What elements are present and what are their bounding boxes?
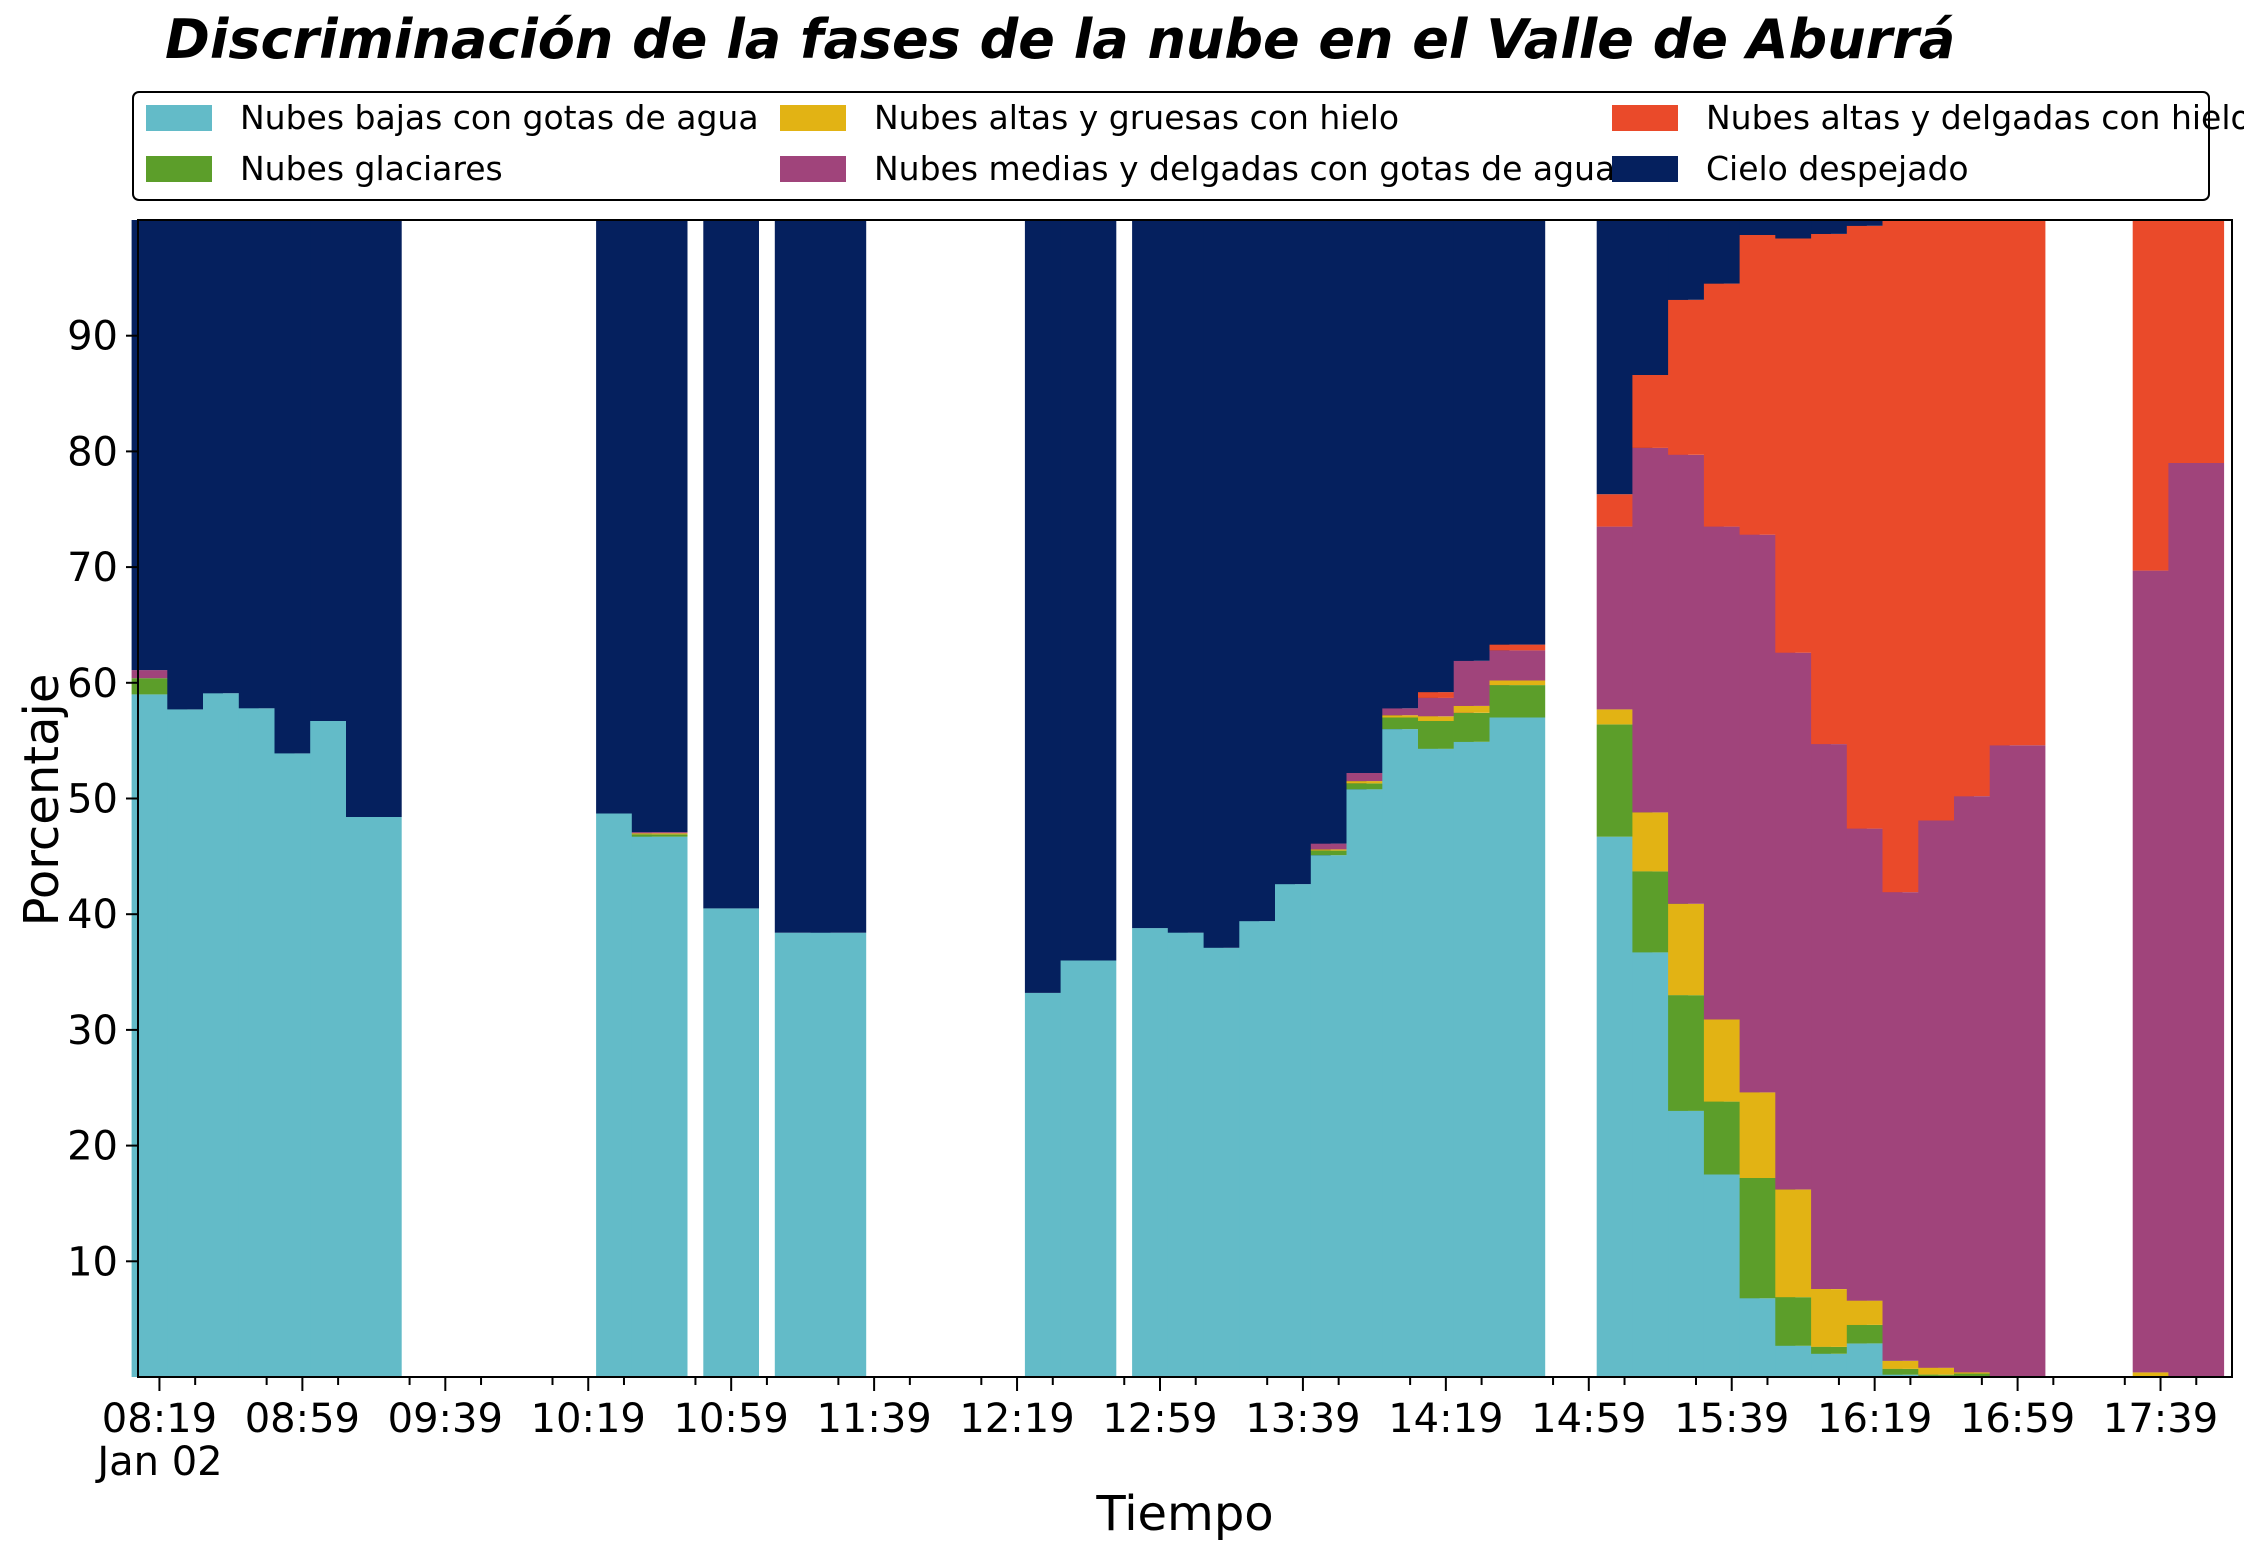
bar-glaciares-1649 xyxy=(1954,1373,2010,1377)
y-tick-label-30: 30 xyxy=(67,1008,118,1054)
y-tick-label-40: 40 xyxy=(67,892,118,938)
legend-swatch-despejado xyxy=(1612,156,1678,182)
bar-altas_gruesas-1349 xyxy=(1310,849,1367,851)
bar-glaciares-1409 xyxy=(1382,717,1438,730)
x-tick-label-1019: 10:19 xyxy=(531,1396,646,1442)
y-tick-label-70: 70 xyxy=(67,545,118,591)
legend-swatch-glaciares xyxy=(146,156,212,182)
bar-medias-0819 xyxy=(131,670,188,679)
x-tick-label-1219: 12:19 xyxy=(959,1396,1074,1442)
bar-altas_gruesas-1439 xyxy=(1489,680,1546,686)
bar-despejado-1439 xyxy=(1489,220,1546,645)
x-axis-label: Tiempo xyxy=(1095,1486,1273,1542)
x-tick-label-1539: 15:39 xyxy=(1674,1396,1789,1442)
bar-medias-1409 xyxy=(1382,708,1438,716)
x-tick-label-1659: 16:59 xyxy=(1960,1396,2075,1442)
bar-altas_gruesas-1359 xyxy=(1346,781,1403,784)
legend: Nubes bajas con gotas de agua Nubes altas… xyxy=(132,91,2244,201)
y-tick-label-80: 80 xyxy=(67,429,118,475)
bar-bajas-1059 xyxy=(703,908,759,1377)
bar-altas_delgadas-1439 xyxy=(1489,644,1546,651)
x-tick-label-1739: 17:39 xyxy=(2103,1396,2218,1442)
bar-glaciares-1359 xyxy=(1346,783,1403,790)
x-date-label: Jan 02 xyxy=(94,1439,222,1485)
legend-label-despejado: Cielo despejado xyxy=(1706,149,1969,188)
x-tick-label-1339: 13:39 xyxy=(1245,1396,1360,1442)
bar-altas_delgadas-1419 xyxy=(1418,692,1474,698)
bar-medias-1439 xyxy=(1489,650,1546,681)
bar-bajas-1239 xyxy=(1060,960,1117,1377)
bar-altas_gruesas-1039 xyxy=(631,833,688,835)
bar-glaciares-1039 xyxy=(631,834,688,837)
legend-label-altas_delgadas: Nubes altas y delgadas con hielo xyxy=(1706,98,2244,137)
x-tick-label-0859: 08:59 xyxy=(245,1396,360,1442)
bar-medias-1039 xyxy=(631,832,688,834)
y-tick-label-10: 10 xyxy=(67,1239,118,1285)
bar-bajas-1129 xyxy=(810,932,867,1377)
bar-altas_gruesas-1409 xyxy=(1382,715,1438,718)
bar-glaciares-1609 xyxy=(1811,1346,1867,1354)
bar-despejado-1619 xyxy=(1846,220,1903,226)
legend-frame xyxy=(132,91,2210,201)
bar-bajas-1629 xyxy=(1882,1374,1939,1377)
bar-medias-1359 xyxy=(1346,773,1403,782)
x-axis: 08:19 08:59 09:39 10:19 10:59 11:39 12:19 12:59… xyxy=(102,1377,2218,1442)
x-tick-label-1259: 12:59 xyxy=(1102,1396,1217,1442)
legend-swatch-medias xyxy=(780,156,846,182)
legend-swatch-altas_delgadas xyxy=(1612,105,1678,131)
bar-altas_gruesas-1419 xyxy=(1418,716,1474,721)
y-axis-label: Porcentaje xyxy=(14,674,70,927)
legend-label-glaciares: Nubes glaciares xyxy=(240,149,503,188)
legend-label-altas_gruesas: Nubes altas y gruesas con hielo xyxy=(874,98,1399,137)
bar-bajas-1039 xyxy=(631,836,688,1377)
bar-altas_delgadas-1659 xyxy=(1989,220,2046,746)
bar-bajas-0919 xyxy=(346,817,402,1377)
bar-medias-1659 xyxy=(1989,745,2046,1377)
y-axis: 10 20 30 40 50 60 70 80 90 xyxy=(67,314,138,1285)
x-tick-label-1059: 10:59 xyxy=(674,1396,789,1442)
y-tick-label-60: 60 xyxy=(67,661,118,707)
bar-altas_gruesas-1629 xyxy=(1882,1360,1939,1369)
y-tick-label-90: 90 xyxy=(67,314,118,360)
legend-label-medias: Nubes medias y delgadas con gotas de agu… xyxy=(874,149,1615,188)
legend-label-bajas: Nubes bajas con gotas de agua xyxy=(240,98,759,137)
bar-glaciares-1639 xyxy=(1918,1374,1974,1376)
bar-despejado-1039 xyxy=(631,220,688,833)
bar-altas_gruesas-1639 xyxy=(1918,1367,1974,1375)
bars-group xyxy=(131,220,2225,1377)
x-tick-label-1619: 16:19 xyxy=(1817,1396,1932,1442)
bar-bajas-1439 xyxy=(1489,717,1546,1377)
bar-altas_delgadas-1749 xyxy=(2168,220,2225,463)
bar-altas_gruesas-1739 xyxy=(2132,1372,2189,1377)
bar-despejado-0919 xyxy=(346,220,402,817)
legend-swatch-bajas xyxy=(146,105,212,131)
bar-glaciares-1439 xyxy=(1489,685,1546,718)
y-tick-label-20: 20 xyxy=(67,1124,118,1170)
bar-altas_gruesas-1649 xyxy=(1954,1372,2010,1374)
x-tick-label-1419: 14:19 xyxy=(1388,1396,1503,1442)
bar-glaciares-1349 xyxy=(1310,850,1367,856)
bar-altas_gruesas-1429 xyxy=(1453,705,1510,713)
bar-despejado-1059 xyxy=(703,220,759,909)
bar-despejado-1239 xyxy=(1060,220,1117,961)
bar-medias-1349 xyxy=(1310,843,1367,850)
x-tick-label-0939: 09:39 xyxy=(388,1396,503,1442)
y-tick-label-50: 50 xyxy=(67,777,118,823)
bar-despejado-1129 xyxy=(810,220,867,933)
x-tick-label-0819: 08:19 xyxy=(102,1396,217,1442)
chart-title: Discriminación de la fases de la nube en… xyxy=(165,8,1955,71)
bar-medias-1749 xyxy=(2168,463,2225,1377)
x-tick-label-1139: 11:39 xyxy=(816,1396,931,1442)
x-tick-label-1459: 14:59 xyxy=(1531,1396,1646,1442)
bar-glaciares-1629 xyxy=(1882,1368,1939,1375)
legend-swatch-altas_gruesas xyxy=(780,105,846,131)
